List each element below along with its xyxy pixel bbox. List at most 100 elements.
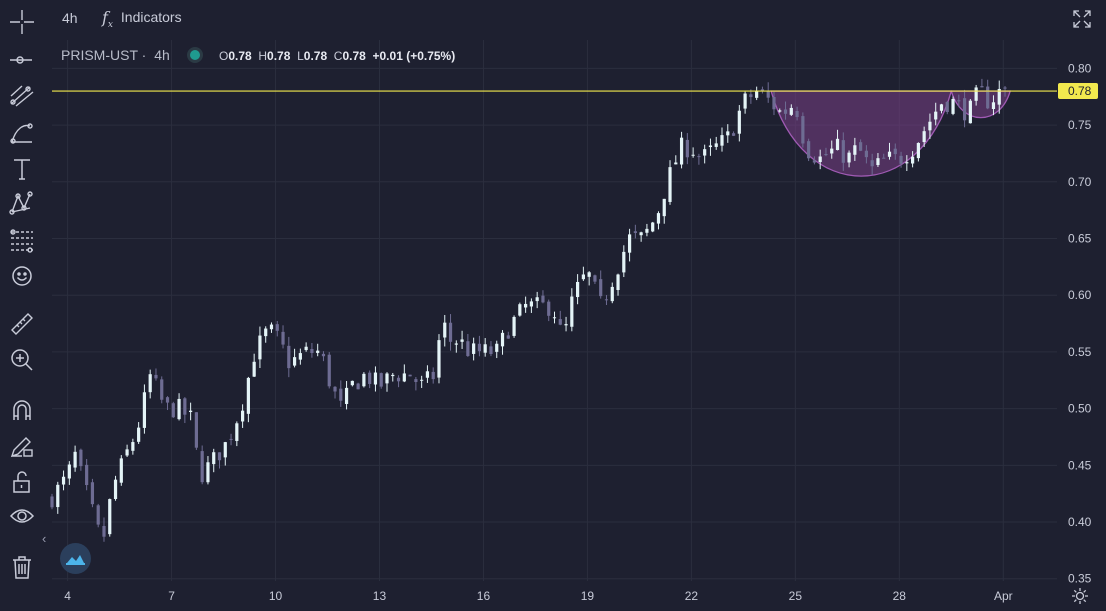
hide-drawings-tool[interactable] xyxy=(8,502,36,530)
time-tick-label: 25 xyxy=(789,589,803,603)
candle-body xyxy=(177,398,181,420)
candle-body xyxy=(518,304,522,316)
candle-body xyxy=(928,121,932,131)
candle-body xyxy=(610,286,614,302)
top-toolbar: 4h fx Indicators xyxy=(0,0,1106,40)
collapse-toolbar-icon[interactable]: ‹ xyxy=(42,531,47,546)
candle-body xyxy=(200,451,204,483)
magnet-tool[interactable] xyxy=(8,396,36,424)
candle-body xyxy=(396,377,401,382)
candle-body xyxy=(402,373,406,382)
price-axis[interactable] xyxy=(1057,40,1106,581)
candle-body xyxy=(125,449,129,456)
candle-body xyxy=(460,339,464,342)
logo xyxy=(60,543,91,574)
lock-drawing-tool[interactable] xyxy=(8,432,36,460)
brush-tool[interactable] xyxy=(8,118,36,146)
candle-body xyxy=(379,373,383,387)
candle-body xyxy=(835,138,840,151)
time-axis[interactable] xyxy=(44,581,1057,611)
settings-button[interactable] xyxy=(1071,587,1089,610)
candle-body xyxy=(708,145,713,148)
candle-body xyxy=(633,231,637,233)
candle-body xyxy=(241,410,245,422)
pattern-icon xyxy=(9,191,33,215)
remove-drawings-tool[interactable] xyxy=(8,553,36,581)
candle-body xyxy=(587,272,591,277)
candle-body xyxy=(899,155,903,164)
crosshair-tool[interactable] xyxy=(8,8,36,36)
lock-all-tool[interactable] xyxy=(8,468,36,496)
candle-body xyxy=(50,496,54,508)
candle-body xyxy=(622,251,626,273)
price-tick-label: 0.75 xyxy=(1068,118,1092,132)
interval-button[interactable]: 4h xyxy=(62,10,78,26)
candle-body xyxy=(495,343,499,352)
cup-pattern-shape xyxy=(950,90,1012,119)
candle-body xyxy=(160,379,164,400)
ruler-icon xyxy=(11,313,33,335)
candle-body xyxy=(258,335,262,360)
candle-body xyxy=(183,398,187,415)
function-icon: fx xyxy=(102,8,113,31)
price-tick-label: 0.50 xyxy=(1068,402,1092,416)
time-tick-label: 7 xyxy=(168,589,175,603)
candle-body xyxy=(408,374,412,377)
ohlc-values: O0.78 H0.78 L0.78 C0.78 +0.01 (+0.75%) xyxy=(219,49,455,63)
candle-body xyxy=(194,412,198,448)
candle-body xyxy=(691,154,695,156)
trend-tools[interactable] xyxy=(8,82,36,110)
market-status-icon xyxy=(190,50,200,60)
magnet-icon xyxy=(13,400,31,420)
candle-body xyxy=(264,328,268,337)
candle-body xyxy=(558,319,562,325)
candle-body xyxy=(737,110,741,134)
candle-body xyxy=(564,324,568,326)
candle-body xyxy=(645,228,649,233)
candle-body xyxy=(275,324,279,331)
candle-body xyxy=(957,100,961,102)
time-tick-label: 16 xyxy=(477,589,491,603)
pattern-tool[interactable] xyxy=(8,190,36,218)
candle-body xyxy=(472,343,476,354)
candle-body xyxy=(171,403,175,418)
zoom-in-icon xyxy=(11,349,33,371)
candle-body xyxy=(674,162,678,165)
smiley-icon xyxy=(12,266,32,286)
candle-body xyxy=(812,160,817,163)
text-tool[interactable] xyxy=(8,155,36,183)
candle-body xyxy=(974,87,978,101)
zoom-tool[interactable] xyxy=(8,346,36,374)
logo-icon xyxy=(66,555,85,565)
measure-tool[interactable] xyxy=(8,310,36,338)
candle-body xyxy=(414,379,418,383)
legend-timeframe: 4h xyxy=(154,47,170,63)
candle-body xyxy=(73,451,77,468)
text-icon xyxy=(14,159,30,180)
trendlines-icon xyxy=(10,85,34,107)
fib-tool[interactable] xyxy=(8,226,36,254)
candle-body xyxy=(847,152,851,163)
horizontal-line-tool[interactable] xyxy=(8,46,36,74)
candle-body xyxy=(425,371,430,378)
emoji-tool[interactable] xyxy=(8,262,36,290)
candle-body xyxy=(726,131,730,136)
price-tick-label: 0.65 xyxy=(1068,231,1092,245)
candle-body xyxy=(604,299,609,301)
candle-body xyxy=(108,499,112,535)
candle-body xyxy=(489,346,493,355)
indicators-button[interactable]: fx Indicators xyxy=(102,8,182,30)
candle-body xyxy=(934,111,938,120)
cup-pattern-shape xyxy=(770,90,953,177)
candle-body xyxy=(113,479,118,500)
candle-body xyxy=(980,86,984,88)
fullscreen-button[interactable] xyxy=(1072,9,1092,32)
candle-body xyxy=(870,160,874,167)
chart-legend[interactable]: PRISM-UST · 4h xyxy=(61,47,170,63)
drawing-toolbar: ‹ xyxy=(0,0,47,611)
candle-body xyxy=(593,275,597,282)
candle-body xyxy=(1003,87,1007,89)
high-value: 0.78 xyxy=(267,49,291,63)
candle-body xyxy=(627,234,632,253)
